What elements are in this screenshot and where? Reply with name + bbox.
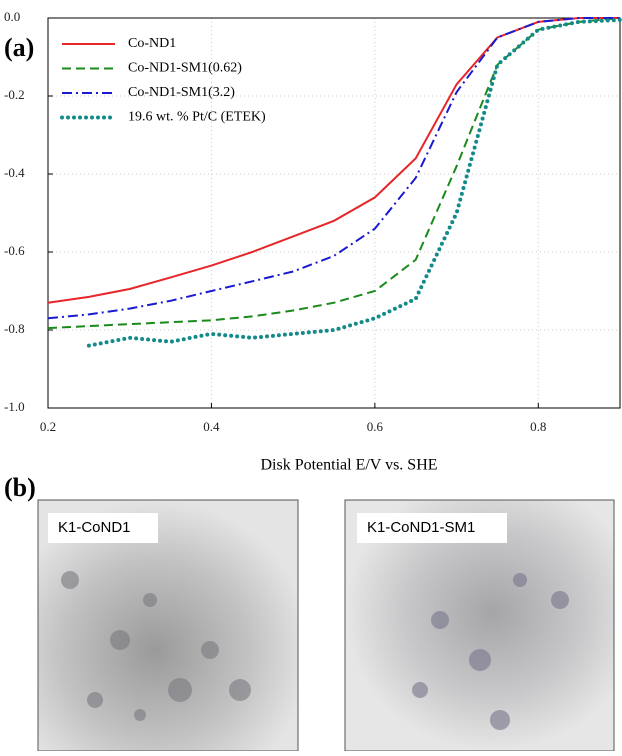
- panel-label: (a): [4, 33, 34, 62]
- legend-label: Co-ND1-SM1(3.2): [128, 85, 235, 100]
- y-tick-label: -1.0: [4, 399, 25, 414]
- y-tick-label: -0.4: [4, 165, 25, 180]
- plot-frame: [47, 17, 621, 409]
- legend-label: Co-ND1-SM1(0.62): [128, 61, 242, 76]
- series-line: [47, 17, 621, 330]
- x-tick-label: 0.2: [40, 419, 56, 434]
- y-tick-label: -0.8: [4, 321, 25, 336]
- x-axis-title: Disk Potential E/V vs. SHE: [260, 457, 437, 474]
- series-line: [86, 17, 622, 348]
- x-tick-label: 0.6: [367, 419, 384, 434]
- legend-label: Co-ND1: [128, 36, 176, 51]
- x-tick-label: 0.4: [203, 419, 220, 434]
- legend-label: 19.6 wt. % Pt/C (ETEK): [128, 110, 266, 125]
- series-line: [47, 17, 620, 320]
- y-tick-label: 0.0: [4, 9, 20, 24]
- micrograph: K1-CoND1-SM1: [344, 499, 615, 752]
- y-tick-label: -0.2: [4, 87, 25, 102]
- image-label: K1-CoND1-SM1: [367, 519, 475, 536]
- micrograph: K1-CoND1: [37, 499, 299, 752]
- image-label: K1-CoND1: [58, 519, 131, 536]
- panel-label: (b): [4, 473, 36, 502]
- y-tick-label: -0.6: [4, 243, 25, 258]
- x-tick-label: 0.8: [530, 419, 546, 434]
